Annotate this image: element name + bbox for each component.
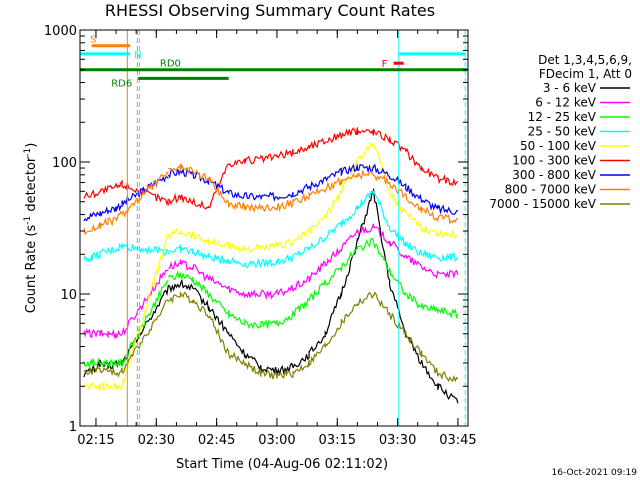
x-tick-label-1: 02:30: [138, 433, 175, 448]
series-line-0: [83, 188, 459, 404]
y-tick-label-0: 1: [69, 420, 77, 435]
legend-label-0: 3 - 6 keV: [543, 81, 597, 95]
x-axis: 02:15 02:30 02:45 03:00 03:15 03:30 03:45: [77, 30, 477, 448]
x-tick-label-5: 03:30: [379, 433, 416, 448]
timestamp: 16-Oct-2021 09:19: [552, 468, 638, 478]
chart-title: RHESSI Observing Summary Count Rates: [105, 1, 435, 20]
y-tick-label-1: 10: [60, 288, 77, 303]
legend-label-1: 6 - 12 keV: [535, 96, 597, 110]
series-line-8: [83, 291, 459, 383]
x-tick-label-3: 03:00: [258, 433, 295, 448]
series-layer: [83, 127, 459, 404]
y-axis-label-sup1: -1: [23, 216, 33, 225]
x-tick-label-0: 02:15: [77, 433, 114, 448]
legend-label-2: 12 - 25 keV: [528, 110, 597, 124]
flag-label-rd6: RD6: [111, 78, 132, 89]
vertical-markers: [126, 30, 466, 426]
legend-label-4: 50 - 100 keV: [520, 139, 597, 153]
x-tick-label-6: 03:45: [439, 433, 476, 448]
flag-label-f: F: [382, 59, 388, 70]
plot-frame: [79, 29, 469, 427]
y-axis-label-mid: detector: [24, 156, 39, 216]
flag-bars: S N F RD0 RD6: [79, 35, 468, 89]
series-line-4: [83, 142, 459, 392]
series-line-5: [83, 127, 459, 210]
series-line-2: [83, 237, 459, 370]
series-line-3: [83, 190, 459, 269]
x-tick-label-2: 02:45: [198, 433, 235, 448]
legend-label-3: 25 - 50 keV: [528, 125, 597, 139]
y-axis-label-sup2: -1: [23, 148, 33, 157]
y-axis-label-main: Count Rate (s: [24, 225, 39, 314]
legend-header-line-2: FDecim 1, Att 0: [539, 67, 632, 81]
flag-label-n: N: [134, 50, 141, 61]
y-axis: 1 10 100 1000: [44, 24, 468, 435]
y-axis-label-end: ): [24, 143, 39, 148]
legend: Det 1,3,4,5,6,9, FDecim 1, Att 0 3 - 6 k…: [489, 53, 632, 211]
y-tick-label-3: 1000: [44, 24, 77, 39]
series-line-1: [83, 223, 459, 340]
legend-label-5: 100 - 300 keV: [512, 154, 596, 168]
legend-label-7: 800 - 7000 keV: [505, 183, 597, 197]
x-tick-label-4: 03:15: [319, 433, 356, 448]
y-axis-label: Count Rate (s-1 detector-1): [23, 143, 39, 314]
y-tick-label-2: 100: [52, 156, 77, 171]
flag-label-s: S: [90, 35, 96, 46]
flag-label-rd0: RD0: [160, 59, 181, 70]
series-line-7: [83, 162, 459, 236]
legend-label-8: 7000 - 15000 keV: [489, 197, 596, 211]
legend-header-line-1: Det 1,3,4,5,6,9,: [538, 53, 632, 67]
legend-label-6: 300 - 800 keV: [512, 168, 596, 182]
x-axis-label: Start Time (04-Aug-06 02:11:02): [176, 457, 388, 472]
